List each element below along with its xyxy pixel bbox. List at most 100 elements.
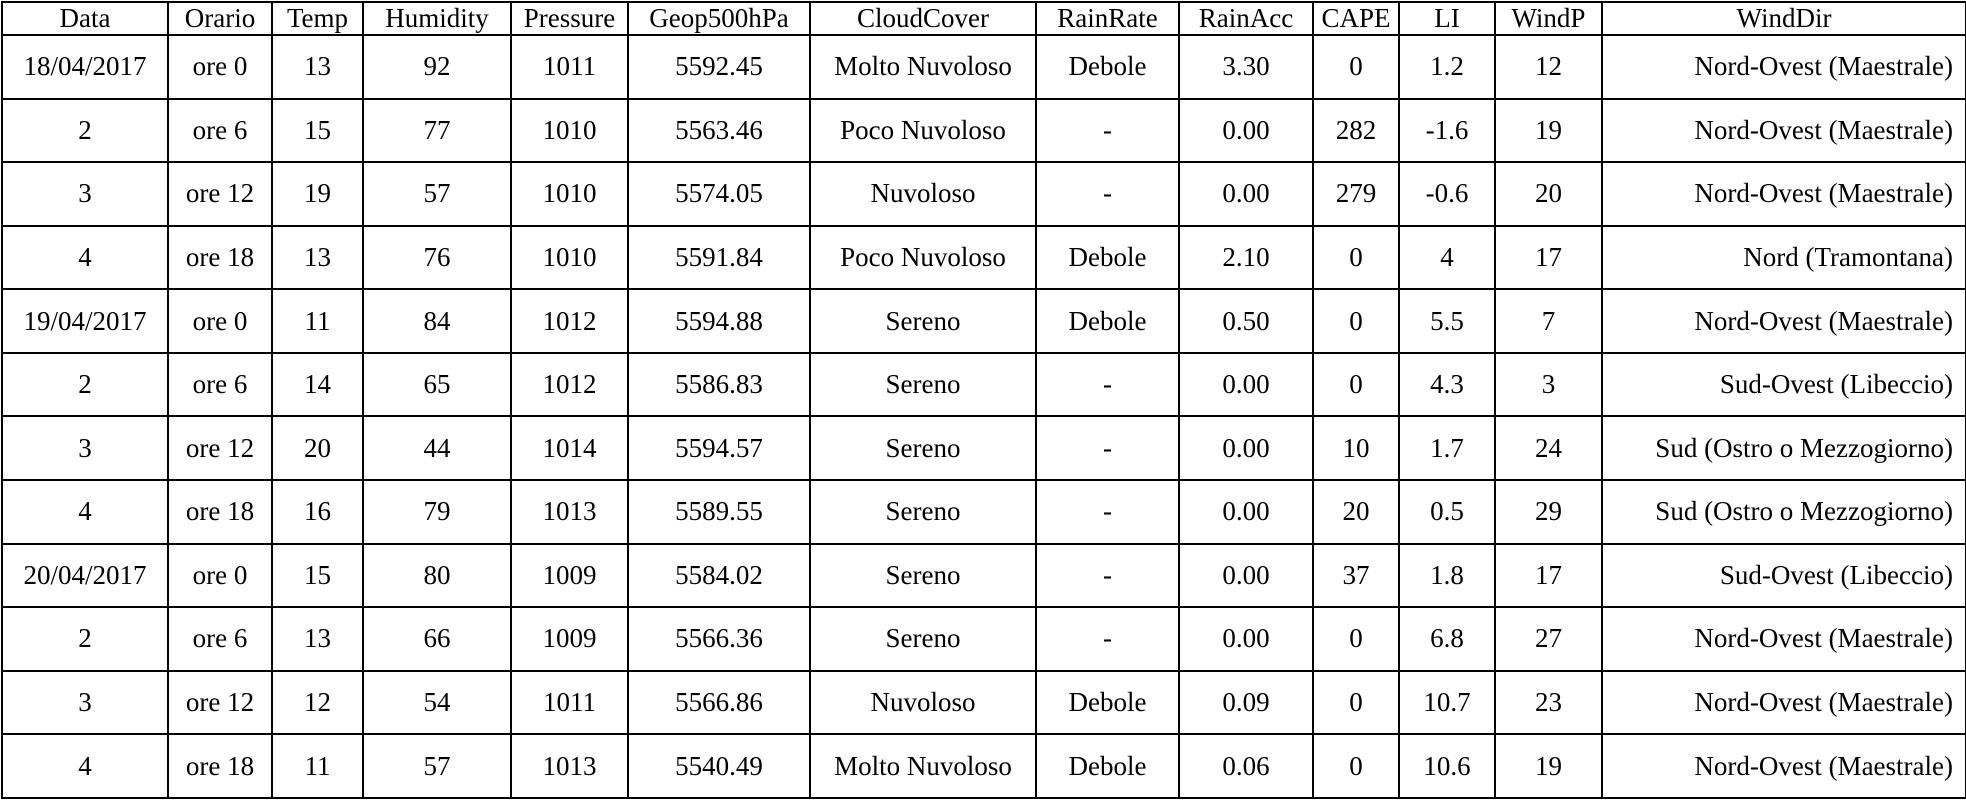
- cell-col-cloudcover: Nuvoloso: [809, 161, 1037, 227]
- cell-col-winddir: Nord-Ovest (Maestrale): [1601, 733, 1966, 799]
- cell-col-orario: ore 0: [167, 34, 273, 100]
- cell-col-rainacc: 0.50: [1178, 288, 1314, 354]
- cell-col-temp: 15: [271, 542, 364, 609]
- table-row: 2 ore 6 14 65 1012 5586.83 Sereno -0.00 0 4.3 3 Sud…: [1, 351, 1966, 418]
- cell-col-windp: 7: [1494, 288, 1603, 354]
- cell-col-windp: 19: [1494, 97, 1603, 164]
- cell-col-orario: ore 0: [167, 542, 273, 609]
- cell-col-humidity: 44: [362, 415, 512, 482]
- cell-col-rainacc: 0.00: [1178, 479, 1314, 545]
- cell-col-rainacc: 2.10: [1178, 224, 1314, 291]
- cell-col-windp: 17: [1494, 224, 1603, 291]
- cell-col-pressure: 1013: [510, 733, 629, 799]
- cell-col-winddir: Nord-Ovest (Maestrale): [1601, 288, 1966, 354]
- header-col-humidity: Humidity: [362, 1, 512, 36]
- cell-col-rainacc: 0.00: [1178, 97, 1314, 164]
- cell-col-temp: 11: [271, 288, 364, 354]
- cell-col-li: 5.5: [1398, 288, 1496, 354]
- cell-col-rainrate: -: [1035, 161, 1180, 227]
- cell-col-li: 4: [1398, 224, 1496, 291]
- header-col-data: Data: [1, 1, 169, 36]
- cell-col-humidity: 92: [362, 34, 512, 100]
- cell-col-humidity: 77: [362, 97, 512, 164]
- cell-col-geop500hpa: 5592.45: [627, 34, 811, 100]
- table-row: 19/04/2017 ore 0 11 84 1012 5594.88 Sereno Debo…: [1, 288, 1966, 354]
- cell-col-humidity: 66: [362, 606, 512, 672]
- cell-col-pressure: 1010: [510, 97, 629, 164]
- cell-col-li: 4.3: [1398, 351, 1496, 418]
- cell-col-windp: 29: [1494, 479, 1603, 545]
- cell-col-temp: 13: [271, 606, 364, 672]
- cell-col-orario: ore 12: [167, 161, 273, 227]
- header-col-orario: Orario: [167, 1, 273, 36]
- cell-col-rainrate: -: [1035, 97, 1180, 164]
- cell-col-data: 2: [1, 351, 169, 418]
- cell-col-data: 3: [1, 669, 169, 736]
- cell-col-data: 4: [1, 224, 169, 291]
- cell-col-humidity: 54: [362, 669, 512, 736]
- cell-col-rainrate: Debole: [1035, 34, 1180, 100]
- cell-col-geop500hpa: 5591.84: [627, 224, 811, 291]
- cell-col-rainrate: Debole: [1035, 288, 1180, 354]
- cell-col-geop500hpa: 5540.49: [627, 733, 811, 799]
- cell-col-orario: ore 6: [167, 351, 273, 418]
- cell-col-data: 18/04/2017: [1, 34, 169, 100]
- table-row: 3 ore 12 19 57 1010 5574.05 Nuvoloso -0.00 279 -0…: [1, 161, 1966, 227]
- cell-col-orario: ore 18: [167, 224, 273, 291]
- cell-col-windp: 23: [1494, 669, 1603, 736]
- cell-col-cloudcover: Sereno: [809, 415, 1037, 482]
- cell-col-data: 4: [1, 733, 169, 799]
- cell-col-data: 19/04/2017: [1, 288, 169, 354]
- cell-col-geop500hpa: 5566.36: [627, 606, 811, 672]
- cell-col-cape: 37: [1312, 542, 1400, 609]
- cell-col-humidity: 57: [362, 161, 512, 227]
- cell-col-li: 1.7: [1398, 415, 1496, 482]
- cell-col-windp: 12: [1494, 34, 1603, 100]
- cell-col-rainrate: Debole: [1035, 669, 1180, 736]
- header-col-li: LI: [1398, 1, 1496, 36]
- header-col-rainrate: RainRate: [1035, 1, 1180, 36]
- cell-col-pressure: 1011: [510, 669, 629, 736]
- cell-col-li: 10.6: [1398, 733, 1496, 799]
- header-row: Data Orario Temp Humidity Pressure Geop500hPa…: [1, 1, 1966, 36]
- cell-col-windp: 20: [1494, 161, 1603, 227]
- cell-col-orario: ore 12: [167, 669, 273, 736]
- cell-col-cape: 0: [1312, 606, 1400, 672]
- cell-col-pressure: 1010: [510, 161, 629, 227]
- header-col-temp: Temp: [271, 1, 364, 36]
- cell-col-windp: 3: [1494, 351, 1603, 418]
- cell-col-cape: 279: [1312, 161, 1400, 227]
- cell-col-orario: ore 6: [167, 97, 273, 164]
- cell-col-pressure: 1009: [510, 542, 629, 609]
- cell-col-rainrate: -: [1035, 415, 1180, 482]
- cell-col-temp: 12: [271, 669, 364, 736]
- table-row: 3 ore 12 12 54 1011 5566.86 Nuvoloso Debole 0.09…: [1, 669, 1966, 736]
- cell-col-rainrate: -: [1035, 479, 1180, 545]
- table-body: 18/04/2017 ore 0 13 92 1011 5592.45 Molto Nuvo…: [1, 34, 1966, 799]
- cell-col-cape: 0: [1312, 34, 1400, 100]
- cell-col-orario: ore 0: [167, 288, 273, 354]
- cell-col-rainrate: -: [1035, 542, 1180, 609]
- cell-col-li: -0.6: [1398, 161, 1496, 227]
- table-header: Data Orario Temp Humidity Pressure Geop500hPa…: [1, 1, 1966, 36]
- cell-col-windp: 24: [1494, 415, 1603, 482]
- cell-col-windp: 17: [1494, 542, 1603, 609]
- cell-col-temp: 14: [271, 351, 364, 418]
- cell-col-rainacc: 0.00: [1178, 161, 1314, 227]
- cell-col-winddir: Sud (Ostro o Mezzogiorno): [1601, 479, 1966, 545]
- table-row: 3 ore 12 20 44 1014 5594.57 Sereno -0.00 10 1.7 24…: [1, 415, 1966, 482]
- cell-col-rainrate: Debole: [1035, 733, 1180, 799]
- header-col-cloudcover: CloudCover: [809, 1, 1037, 36]
- cell-col-cloudcover: Poco Nuvoloso: [809, 224, 1037, 291]
- cell-col-geop500hpa: 5563.46: [627, 97, 811, 164]
- cell-col-rainrate: -: [1035, 606, 1180, 672]
- cell-col-geop500hpa: 5586.83: [627, 351, 811, 418]
- cell-col-temp: 19: [271, 161, 364, 227]
- cell-col-rainacc: 0.00: [1178, 542, 1314, 609]
- cell-col-winddir: Nord-Ovest (Maestrale): [1601, 669, 1966, 736]
- header-col-winddir: WindDir: [1601, 1, 1966, 36]
- cell-col-data: 3: [1, 161, 169, 227]
- cell-col-cloudcover: Sereno: [809, 288, 1037, 354]
- header-col-rainacc: RainAcc: [1178, 1, 1314, 36]
